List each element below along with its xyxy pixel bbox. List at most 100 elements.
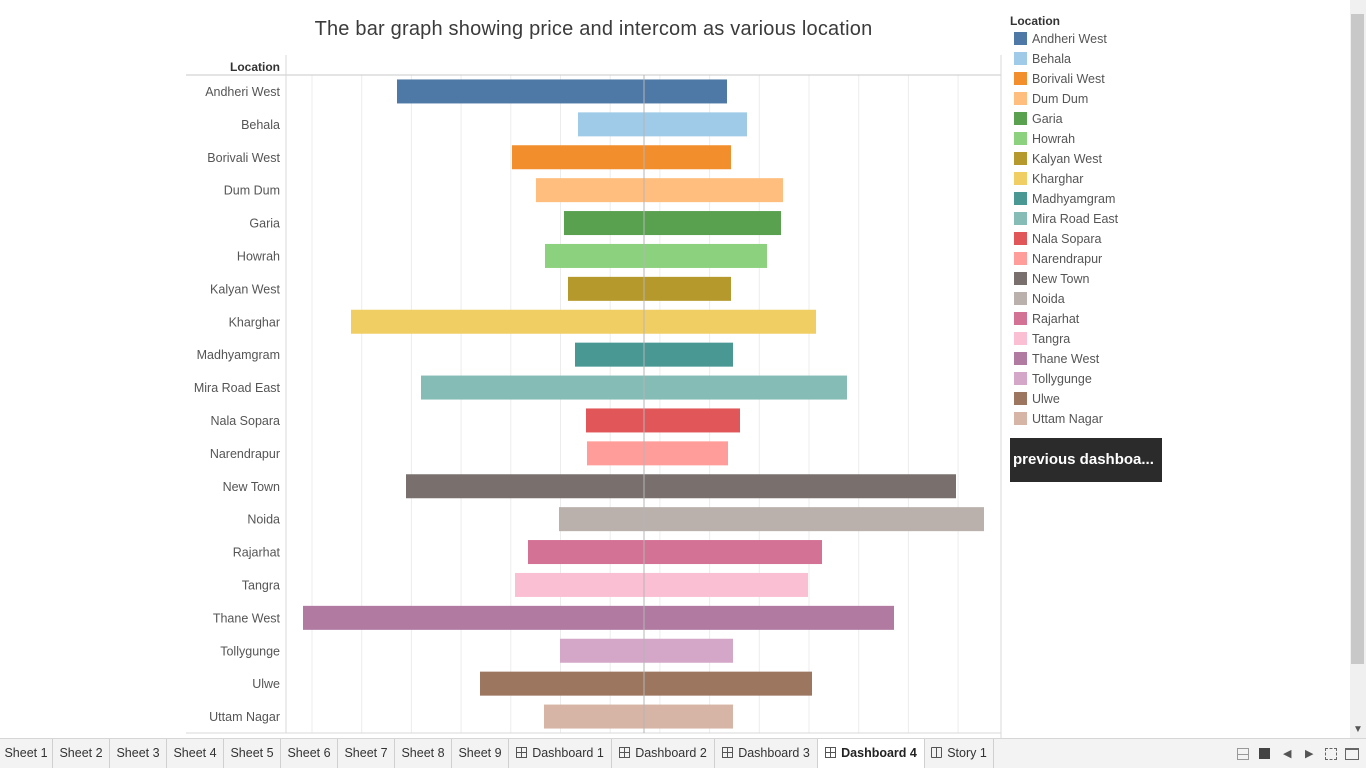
next-sheet-icon[interactable]: ▶ [1305,748,1314,760]
tab-sheet-1[interactable]: Sheet 1 [0,739,53,768]
tab-label: Dashboard 1 [532,746,604,760]
bar-right[interactable] [644,309,816,334]
tab-dashboard-3[interactable]: Dashboard 3 [715,739,818,768]
bar-left[interactable] [515,572,644,597]
legend-item[interactable]: Tangra [1010,329,1190,349]
legend-item[interactable]: Kalyan West [1010,149,1190,169]
legend-item[interactable]: Dum Dum [1010,89,1190,109]
tab-sheet-9[interactable]: Sheet 9 [452,739,509,768]
bar-right[interactable] [644,605,894,630]
category-label: Tangra [242,578,280,592]
category-label: Behala [241,118,280,132]
legend-item[interactable]: New Town [1010,269,1190,289]
vertical-scrollbar[interactable]: ▼ [1350,0,1366,738]
tab-sheet-6[interactable]: Sheet 6 [281,739,338,768]
bar-left[interactable] [351,309,644,334]
legend-swatch [1014,332,1027,345]
tab-label: Sheet 5 [230,746,274,760]
legend-label: Kharghar [1032,172,1084,186]
tab-sheet-3[interactable]: Sheet 3 [110,739,167,768]
tab-sheet-2[interactable]: Sheet 2 [53,739,110,768]
legend-item[interactable]: Thane West [1010,349,1190,369]
legend-label: Garia [1032,112,1063,126]
bar-left[interactable] [575,342,644,367]
legend-item[interactable]: Kharghar [1010,169,1190,189]
legend-item[interactable]: Mira Road East [1010,209,1190,229]
legend-item[interactable]: Noida [1010,289,1190,309]
bar-right[interactable] [644,375,847,400]
bar-left[interactable] [528,540,644,565]
tab-sheet-4[interactable]: Sheet 4 [167,739,224,768]
show-sheets-grid-icon[interactable] [1237,748,1249,760]
bar-left[interactable] [564,211,644,236]
bar-right[interactable] [644,507,984,532]
legend-item[interactable]: Andheri West [1010,29,1190,49]
bar-left[interactable] [406,474,644,499]
bar-left[interactable] [587,441,644,466]
legend-item[interactable]: Uttam Nagar [1010,409,1190,429]
bar-right[interactable] [644,704,733,729]
legend-item[interactable]: Ulwe [1010,389,1190,409]
bar-left[interactable] [397,79,644,104]
legend-item[interactable]: Rajarhat [1010,309,1190,329]
category-label: Andheri West [205,85,280,99]
bar-right[interactable] [644,408,740,433]
scrollbar-thumb[interactable] [1351,14,1364,664]
previous-dashboard-button[interactable]: previous dashboa... [1010,438,1162,482]
bar-right[interactable] [644,474,956,499]
tab-sheet-5[interactable]: Sheet 5 [224,739,281,768]
bar-left[interactable] [545,243,644,268]
legend-item[interactable]: Garia [1010,109,1190,129]
bar-right[interactable] [644,243,767,268]
bar-left[interactable] [578,112,644,137]
scroll-down-arrow-icon[interactable]: ▼ [1353,724,1363,735]
bar-left[interactable] [512,145,644,170]
bar-left[interactable] [559,507,644,532]
tab-story-1[interactable]: Story 1 [925,739,994,768]
bar-left[interactable] [544,704,644,729]
bar-right[interactable] [644,178,783,203]
bar-right[interactable] [644,211,781,236]
legend-item[interactable]: Tollygunge [1010,369,1190,389]
legend-item[interactable]: Howrah [1010,129,1190,149]
tab-label: Dashboard 2 [635,746,707,760]
bar-right[interactable] [644,540,822,565]
tab-sheet-7[interactable]: Sheet 7 [338,739,395,768]
bar-right[interactable] [644,342,733,367]
legend-item[interactable]: Madhyamgram [1010,189,1190,209]
bar-left[interactable] [303,605,644,630]
legend-swatch [1014,192,1027,205]
legend-item[interactable]: Behala [1010,49,1190,69]
bar-right[interactable] [644,638,733,663]
bar-right[interactable] [644,79,727,104]
bar-right[interactable] [644,145,731,170]
fullscreen-icon[interactable] [1325,748,1337,760]
bar-left[interactable] [586,408,644,433]
bar-right[interactable] [644,671,812,696]
bar-right[interactable] [644,276,731,301]
bar-left[interactable] [560,638,644,663]
tab-dashboard-4[interactable]: Dashboard 4 [818,739,925,768]
bar-right[interactable] [644,112,747,137]
legend-item[interactable]: Borivali West [1010,69,1190,89]
bar-right[interactable] [644,441,728,466]
legend-label: Mira Road East [1032,212,1119,226]
tab-dashboard-1[interactable]: Dashboard 1 [509,739,612,768]
legend-list: Andheri West Behala Borivali West Dum Dum Ga… [1010,29,1190,429]
legend-item[interactable]: Nala Sopara [1010,229,1190,249]
legend-item[interactable]: Narendrapur [1010,249,1190,269]
previous-sheet-icon[interactable]: ◀ [1283,748,1292,760]
presentation-mode-icon[interactable] [1345,748,1359,760]
bar-left[interactable] [568,276,644,301]
filmstrip-icon[interactable] [1259,748,1270,759]
bar-left[interactable] [536,178,644,203]
category-label: Noida [247,513,280,527]
bar-left[interactable] [421,375,644,400]
diverging-bar-chart: Location Andheri West Behala Borivali West D… [186,55,1002,738]
tab-dashboard-2[interactable]: Dashboard 2 [612,739,715,768]
bar-right[interactable] [644,572,808,597]
tab-label: Dashboard 4 [841,746,917,760]
dashboard-icon [619,747,631,758]
bar-left[interactable] [480,671,644,696]
tab-sheet-8[interactable]: Sheet 8 [395,739,452,768]
